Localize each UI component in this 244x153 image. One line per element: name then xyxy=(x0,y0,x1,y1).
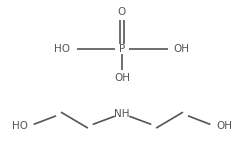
Text: NH: NH xyxy=(114,109,130,119)
Text: OH: OH xyxy=(174,44,190,54)
Text: HO: HO xyxy=(11,121,28,131)
Text: OH: OH xyxy=(216,121,233,131)
Text: O: O xyxy=(118,7,126,17)
Text: P: P xyxy=(119,44,125,54)
Text: HO: HO xyxy=(54,44,70,54)
Text: OH: OH xyxy=(114,73,130,83)
